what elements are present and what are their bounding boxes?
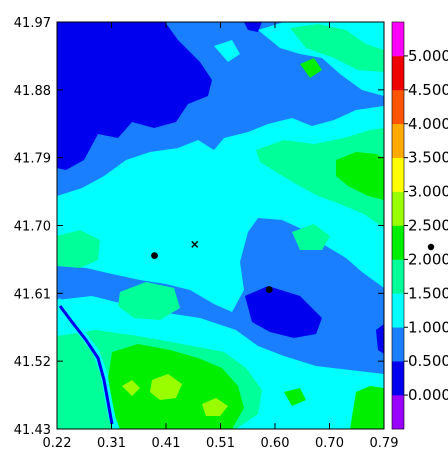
contour-level-1.5-2.0: [292, 224, 330, 250]
x-tick-label: 0.60: [261, 436, 290, 451]
y-tick-label: 41.79: [14, 152, 51, 167]
y-tick-label: 41.88: [14, 84, 51, 99]
colorbar-band: [392, 55, 404, 91]
contour-level-1.0-1.5: [214, 40, 240, 62]
point-marker: [151, 252, 158, 260]
colorbar-band: [392, 293, 404, 328]
x-tick-label: 0.70: [315, 436, 344, 451]
contour-level-1.5-2.0: [290, 24, 384, 72]
colorbar-label: 1.500: [408, 284, 448, 302]
contour-level-0.0-0.5: [244, 22, 262, 32]
y-tick-label: 41.61: [14, 287, 51, 302]
y-axis: 41.97 41.88 41.79 41.70 41.61 41.52 41.43: [14, 16, 384, 438]
contour-level-0.0-0.5: [245, 286, 322, 338]
y-tick-label: 41.97: [14, 16, 51, 31]
y-tick-label: 41.70: [14, 220, 51, 235]
legend-dot-marker: [427, 243, 435, 251]
x-axis: 0.22 0.31 0.41 0.51 0.60 0.70 0.79: [43, 22, 399, 451]
colorbar-label: 0.000: [408, 386, 448, 404]
contour-level-2.0-2.5: [284, 388, 306, 406]
colorbar-label: 4.000: [408, 115, 448, 133]
colorbar-band: [392, 123, 404, 158]
contour-level-2.0-2.5: [336, 152, 384, 200]
y-tick-label: 41.43: [14, 423, 51, 438]
contour-level-1.5-2.0: [57, 230, 100, 268]
contour-level-2.0-2.5: [300, 58, 322, 78]
contour-level-2.5-3.0: [202, 398, 228, 416]
colorbar-band: [392, 89, 404, 125]
colorbar-band: [392, 361, 404, 396]
x-tick-label: 0.79: [370, 436, 399, 451]
x-tick-label: 0.51: [206, 436, 235, 451]
colorbar-label: 5.000: [408, 47, 448, 65]
contour-level-1.5-2.0: [118, 282, 180, 320]
colorbar-label: 1.000: [408, 318, 448, 336]
cross-marker: [191, 240, 199, 248]
colorbar-label: 3.000: [408, 183, 448, 201]
contour-level-2.5-3.0: [150, 374, 182, 400]
colorbar-label: 2.500: [408, 217, 448, 235]
contour-level-1.5-2.0: [256, 128, 384, 228]
colorbar-label: 4.500: [408, 81, 448, 99]
y-tick-label: 41.52: [14, 355, 51, 370]
colorbar-band: [392, 395, 404, 430]
colorbar-label: 0.500: [408, 352, 448, 370]
colorbar-label: 3.500: [408, 149, 448, 167]
contour-level-0.0-0.5: [57, 22, 212, 170]
colorbar-band: [392, 327, 404, 362]
contour-field: [57, 22, 384, 429]
x-tick-label: 0.41: [152, 436, 181, 451]
river-channel: [58, 305, 114, 425]
x-tick-label: 0.22: [43, 436, 72, 451]
colorbar-label: 2.000: [408, 250, 448, 268]
colorbar-band: [392, 259, 404, 294]
colorbar-band: [392, 22, 404, 57]
contour-level-2.0-2.5: [350, 386, 384, 429]
colorbar-band: [392, 191, 404, 226]
point-marker: [265, 286, 273, 293]
contour-level-2.5-3.0: [122, 380, 140, 396]
contour-level-0.0-0.5: [376, 324, 384, 354]
colorbar-band: [392, 157, 404, 192]
colorbar-band: [392, 225, 404, 260]
x-tick-label: 0.31: [97, 436, 126, 451]
colorbar: 5.000 4.500 4.000 3.500 3.000 2.500 2.000 1.500…: [391, 21, 448, 430]
markers-layer: [151, 240, 273, 293]
